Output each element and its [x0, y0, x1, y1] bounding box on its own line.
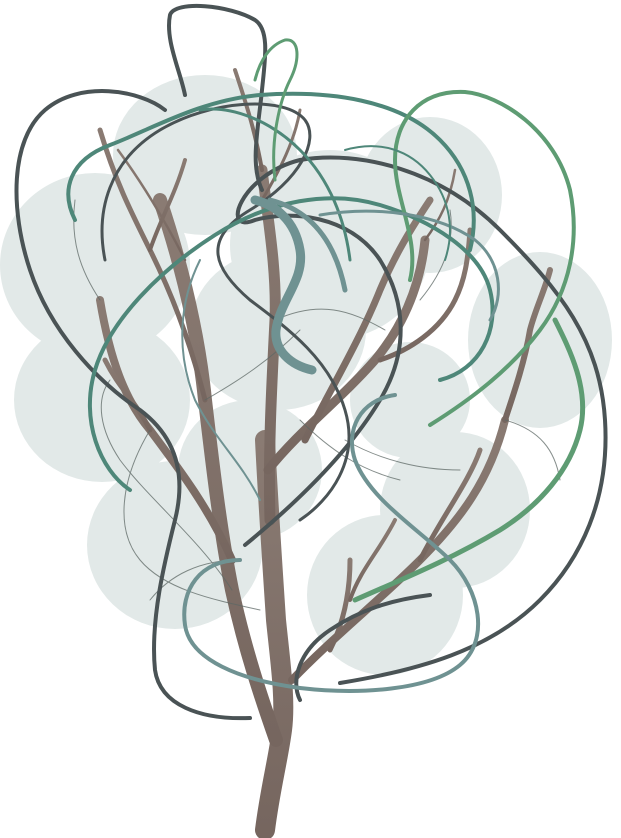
swirl-dark-left [14, 89, 252, 721]
branch-right-mid [263, 235, 430, 475]
hairline [73, 199, 101, 301]
swirl-slate-mid [267, 197, 348, 293]
hairline [274, 308, 386, 331]
branch-low-right-twig [348, 518, 397, 602]
swirl-green-right [393, 89, 576, 427]
hairline [504, 419, 561, 481]
swirl-slate-s [250, 195, 317, 375]
swirl-dark-inner [100, 102, 351, 522]
swirl-dark-right [235, 155, 608, 685]
branch-center-upper-twig [260, 108, 302, 202]
trunk-left-fork [153, 193, 283, 747]
swirl-teal-thin [344, 145, 451, 261]
branch-thin-right [423, 168, 457, 242]
branch-upper-left-twig [148, 158, 187, 252]
swirl-teal-crown [66, 91, 476, 252]
swirl-teal-inner [198, 107, 352, 262]
hairline [123, 429, 261, 611]
branch-right-small [377, 227, 473, 363]
foliage-blob [468, 252, 612, 428]
swirl-lines [14, 4, 608, 721]
branch-right-low-twig [417, 447, 483, 563]
branch-left-low-twig [102, 357, 153, 433]
foliage-blob [350, 342, 470, 458]
swirl-slate-lower [182, 393, 481, 693]
hairline [344, 439, 461, 471]
branch-far-right [502, 267, 553, 423]
branch-mid-right-twig [327, 557, 353, 653]
swirl-slate-thin-left [181, 259, 261, 501]
swirl-dark-low-hook [294, 593, 432, 702]
swirl-green-top [253, 38, 299, 182]
hairline [204, 329, 301, 401]
swirl-slate-upper-right [318, 209, 500, 322]
hairline [100, 379, 233, 591]
branch-right-upper [301, 196, 434, 444]
hairline-branches [73, 199, 561, 611]
foliage-blob [358, 117, 502, 273]
swirl-dark-top [167, 4, 268, 192]
swirl-green-lower [352, 317, 586, 603]
swirl-teal-upper [87, 196, 495, 492]
